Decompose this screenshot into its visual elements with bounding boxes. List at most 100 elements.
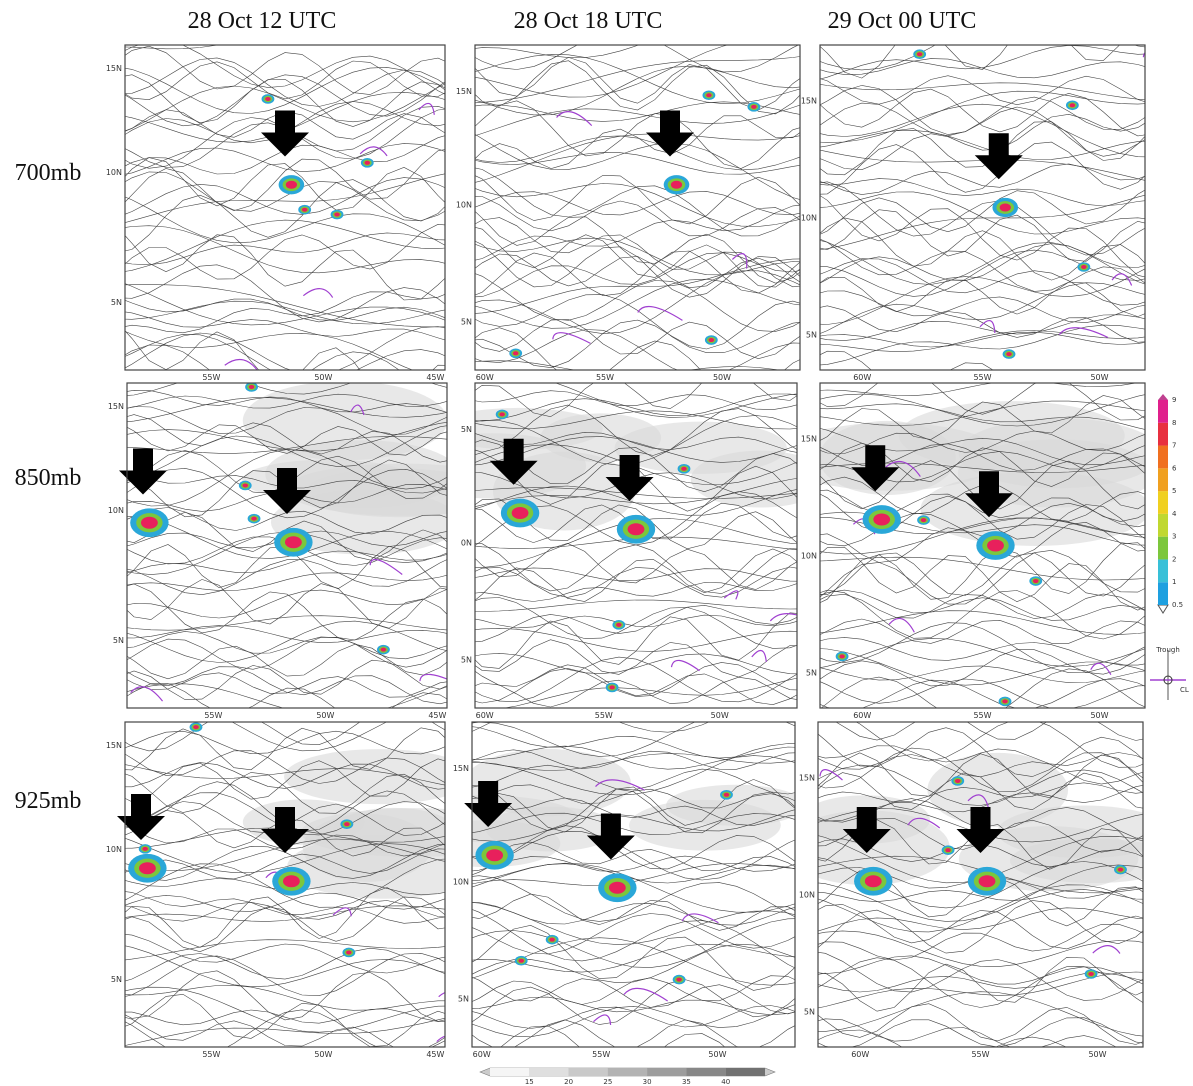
vorticity-blob bbox=[945, 848, 951, 852]
shading-label: 35 bbox=[682, 1078, 691, 1086]
lon-label: 60W bbox=[476, 373, 494, 382]
vorticity-blob bbox=[513, 351, 519, 355]
lon-label: 60W bbox=[476, 711, 494, 720]
shading-label: 30 bbox=[643, 1078, 652, 1086]
map-panel bbox=[465, 30, 810, 396]
vorticity-blob bbox=[344, 822, 350, 826]
lat-label: 15N bbox=[106, 64, 122, 73]
vorticity-blob bbox=[141, 517, 158, 529]
colorbar-label: 0.5 bbox=[1172, 601, 1183, 609]
colorbar-cap bbox=[1158, 605, 1168, 613]
lat-label: 5N bbox=[461, 318, 472, 327]
lat-label: 5N bbox=[461, 656, 472, 665]
lat-label: 15N bbox=[801, 435, 817, 444]
lon-label: 55W bbox=[202, 373, 220, 382]
row-label: 850mb bbox=[15, 465, 82, 491]
wind-shading bbox=[243, 381, 448, 460]
vorticity-blob bbox=[1070, 103, 1076, 107]
vorticity-blob bbox=[955, 779, 961, 783]
colorbar-segment bbox=[1158, 582, 1168, 605]
vorticity-blob bbox=[142, 847, 148, 851]
lon-label: 60W bbox=[853, 711, 871, 720]
map-panel bbox=[778, 373, 1161, 722]
lat-label: 5N bbox=[458, 995, 469, 1004]
lon-label: 50W bbox=[708, 1050, 726, 1059]
lat-label: 10N bbox=[801, 552, 817, 561]
vorticity-blob bbox=[242, 483, 248, 487]
lon-label: 45W bbox=[426, 373, 444, 382]
vorticity-blob bbox=[1118, 868, 1124, 872]
vorticity-blob bbox=[346, 950, 352, 954]
lat-label: 10N bbox=[108, 506, 124, 515]
lat-label: 5N bbox=[113, 636, 124, 645]
lat-label: 5N bbox=[111, 298, 122, 307]
trough-legend: Trough CL bbox=[1150, 646, 1189, 700]
vorticity-blob bbox=[1000, 204, 1011, 212]
vorticity-blob bbox=[706, 93, 712, 97]
colorbar-segment bbox=[1158, 537, 1168, 560]
vorticity-blob bbox=[499, 412, 505, 416]
shading-label: 25 bbox=[603, 1078, 612, 1086]
shading-label: 40 bbox=[721, 1078, 730, 1086]
row-label: 700mb bbox=[15, 160, 82, 186]
lat-label: 10N bbox=[801, 214, 817, 223]
lat-label: 15N bbox=[799, 774, 815, 783]
lon-label: 60W bbox=[853, 373, 871, 382]
vorticity-blob bbox=[751, 105, 757, 109]
lat-label: 15N bbox=[456, 87, 472, 96]
colorbar-segment bbox=[1158, 491, 1168, 514]
shading-segment bbox=[529, 1068, 568, 1076]
vorticity-blob bbox=[285, 536, 302, 548]
lon-label: 50W bbox=[314, 1050, 332, 1059]
lat-label: 10N bbox=[453, 878, 469, 887]
map-panel bbox=[115, 22, 455, 401]
panel-bg bbox=[125, 45, 445, 370]
lon-label: 50W bbox=[1090, 711, 1108, 720]
lon-label: 50W bbox=[1088, 1050, 1106, 1059]
column-header: 29 Oct 00 UTC bbox=[828, 8, 977, 34]
colorbar-segment bbox=[1158, 514, 1168, 537]
shading-segment bbox=[726, 1068, 765, 1076]
lon-label: 55W bbox=[973, 373, 991, 382]
lat-label: 0N bbox=[461, 539, 472, 548]
vorticity-blob bbox=[979, 875, 996, 887]
lon-label: 60W bbox=[473, 1050, 491, 1059]
lon-label: 50W bbox=[1090, 373, 1108, 382]
lon-label: 55W bbox=[204, 711, 222, 720]
vorticity-blob bbox=[381, 648, 387, 652]
vorticity-blob bbox=[724, 793, 730, 797]
vorticity-blob bbox=[709, 338, 715, 342]
shading-label: 20 bbox=[564, 1078, 573, 1086]
vorticity-blob bbox=[839, 654, 845, 658]
shading-label: 15 bbox=[525, 1078, 534, 1086]
lon-label: 50W bbox=[316, 711, 334, 720]
vorticity-blob bbox=[681, 467, 687, 471]
colorbar-label: 1 bbox=[1172, 578, 1176, 586]
lon-label: 50W bbox=[713, 373, 731, 382]
lat-label: 15N bbox=[453, 764, 469, 773]
colorbar-label: 6 bbox=[1172, 464, 1177, 472]
vorticity-blob bbox=[865, 875, 882, 887]
colorbar-segment bbox=[1158, 423, 1168, 446]
map-panel bbox=[785, 712, 1178, 1070]
legend-label: Trough bbox=[1155, 646, 1180, 654]
lat-label: 15N bbox=[801, 97, 817, 106]
colorbar-cap bbox=[1158, 394, 1168, 400]
colorbar-label: 4 bbox=[1172, 510, 1177, 518]
figure: 28 Oct 12 UTC 28 Oct 18 UTC 29 Oct 00 UT… bbox=[0, 0, 1193, 1086]
lon-label: 55W bbox=[595, 711, 613, 720]
vorticity-blob bbox=[364, 161, 370, 165]
lat-label: 15N bbox=[108, 402, 124, 411]
vorticity-blob bbox=[987, 540, 1004, 552]
lat-label: 5N bbox=[461, 425, 472, 434]
lat-label: 5N bbox=[804, 1008, 815, 1017]
legend-label: CL bbox=[1180, 686, 1189, 694]
lat-label: 5N bbox=[806, 669, 817, 678]
vorticity-blob bbox=[249, 385, 255, 389]
colorbar-segment bbox=[1158, 400, 1168, 423]
vorticity-blob bbox=[609, 882, 626, 894]
trough-line bbox=[1143, 51, 1165, 65]
vorticity-blob bbox=[671, 181, 682, 189]
lon-label: 55W bbox=[202, 1050, 220, 1059]
map-panel bbox=[810, 11, 1166, 402]
